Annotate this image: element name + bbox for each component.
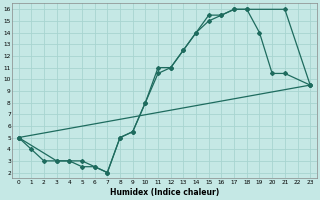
X-axis label: Humidex (Indice chaleur): Humidex (Indice chaleur) (110, 188, 219, 197)
